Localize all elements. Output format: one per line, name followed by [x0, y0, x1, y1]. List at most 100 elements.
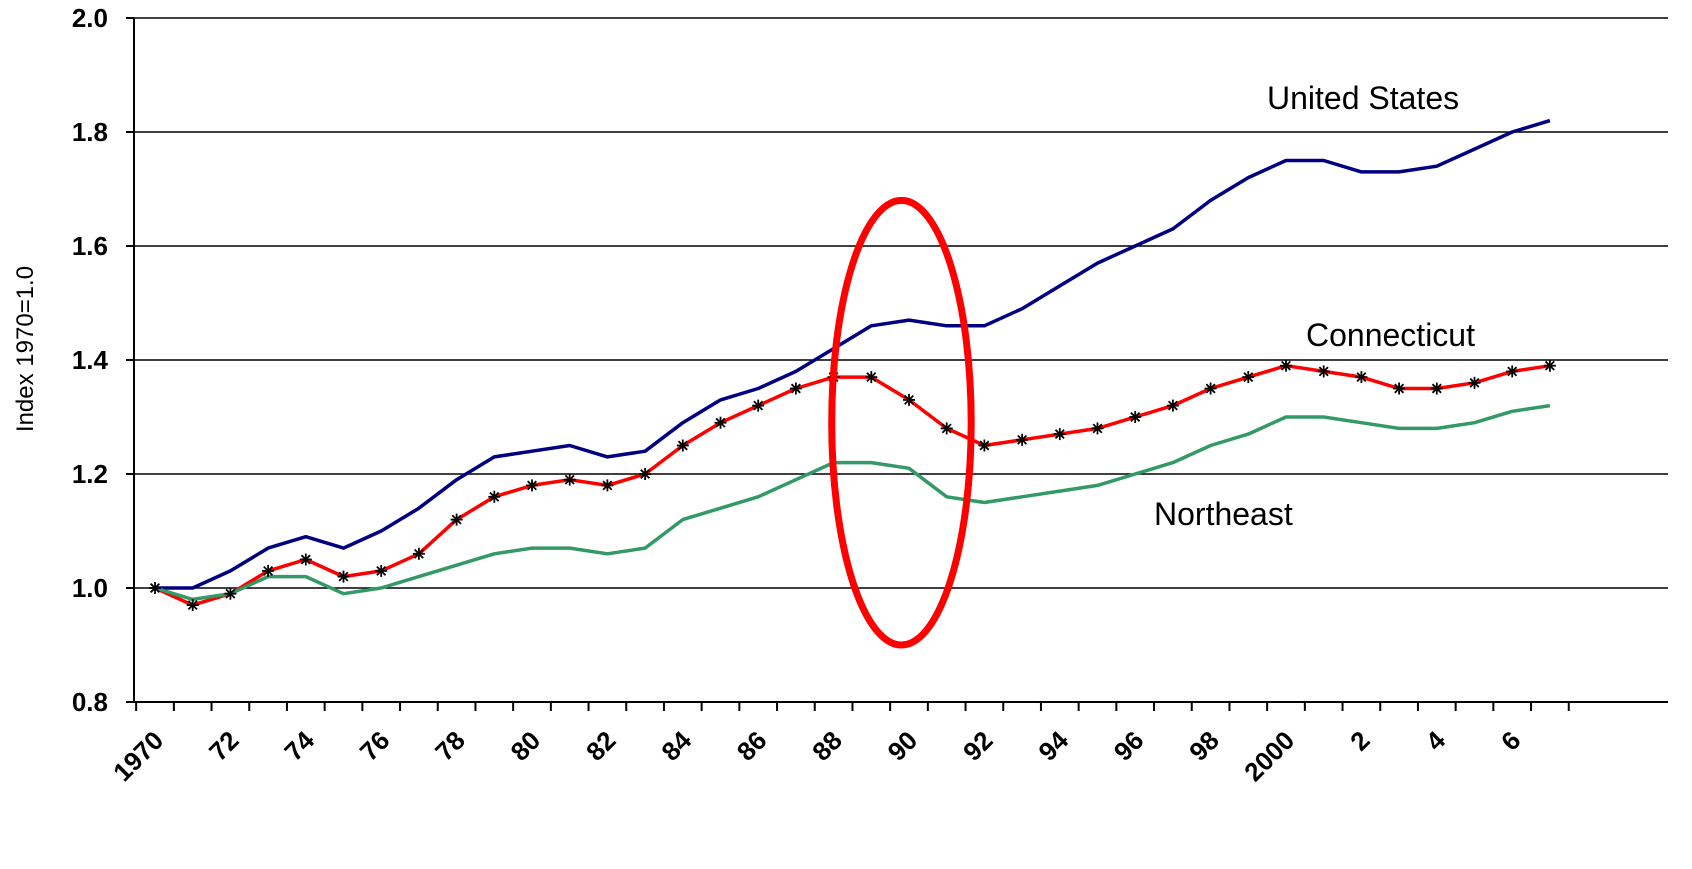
asterisk-marker [1430, 382, 1443, 395]
asterisk-stroke [1318, 366, 1329, 377]
asterisk-marker [1317, 365, 1330, 378]
highlight-ellipse [828, 196, 975, 649]
asterisk-marker [299, 553, 312, 566]
asterisk-stroke [1431, 383, 1442, 394]
asterisk-stroke [263, 565, 274, 576]
asterisk-stroke [300, 554, 311, 565]
asterisk-stroke [602, 480, 613, 491]
asterisk-stroke [1281, 360, 1291, 371]
asterisk-stroke [1356, 372, 1367, 383]
y-tick-label: 1.0 [72, 573, 108, 603]
x-tick-label: 72 [203, 725, 245, 767]
asterisk-marker [865, 371, 878, 384]
asterisk-marker [903, 393, 915, 406]
asterisk-marker [978, 439, 991, 452]
x-tick-label: 4 [1420, 725, 1452, 757]
asterisk-stroke [640, 469, 651, 479]
asterisk-stroke [413, 548, 424, 559]
series-labels: United States Connecticut Northeast [1154, 80, 1475, 532]
asterisk-stroke [564, 474, 575, 485]
annotations [828, 196, 975, 649]
asterisk-stroke [489, 491, 500, 502]
asterisk-marker [752, 399, 765, 412]
asterisk-marker [789, 382, 802, 395]
asterisk-stroke [1469, 377, 1480, 388]
x-tick-label: 2 [1344, 725, 1375, 756]
y-tick-label: 1.4 [72, 345, 109, 375]
x-tick-label: 84 [655, 725, 697, 767]
series-line-northeast [154, 403, 1551, 602]
x-tick-label: 96 [1108, 725, 1150, 767]
x-tick-label: 6 [1495, 725, 1526, 756]
asterisk-stroke [338, 571, 349, 582]
asterisk-stroke [1017, 434, 1028, 445]
asterisk-marker [1242, 371, 1255, 384]
x-tick-labels: 1970 72 74 76 78 80 82 84 86 88 90 92 94 96 98 2000 2 4 6 [107, 725, 1526, 787]
asterisk-marker [1468, 376, 1481, 389]
asterisk-stroke [715, 417, 726, 428]
asterisk-marker [639, 468, 652, 480]
asterisk-marker [224, 587, 237, 600]
asterisk-stroke [150, 583, 160, 593]
series-label-connecticut: Connecticut [1306, 317, 1475, 353]
asterisk-marker [563, 473, 576, 486]
asterisk-stroke [1243, 372, 1254, 383]
asterisk-stroke [225, 588, 236, 599]
series-line-connecticut [154, 363, 1551, 607]
x-tick-label: 92 [957, 725, 999, 767]
asterisk-marker [337, 570, 350, 583]
x-tick-label: 88 [806, 725, 848, 767]
asterisk-stroke [1054, 429, 1065, 440]
asterisk-marker [676, 439, 689, 452]
asterisk-marker [450, 513, 463, 526]
asterisk-stroke [527, 480, 537, 491]
asterisk-marker [1016, 433, 1029, 446]
x-tick-label: 1970 [107, 725, 169, 787]
asterisk-marker [1506, 365, 1519, 378]
series-line-united-states [155, 118, 1551, 590]
asterisk-marker [526, 479, 538, 492]
asterisk-marker [1091, 422, 1104, 435]
asterisk-stroke [753, 400, 764, 411]
asterisk-marker [601, 479, 614, 492]
asterisk-marker [375, 564, 388, 577]
y-tick-label: 0.8 [72, 687, 108, 717]
x-tick-label: 74 [278, 725, 320, 767]
series-markers [149, 359, 1556, 612]
x-tick-label: 80 [505, 725, 547, 767]
y-tick-labels: 0.8 1.0 1.2 1.4 1.6 1.8 2.0 [72, 3, 109, 717]
asterisk-stroke [1130, 412, 1141, 422]
asterisk-stroke [1092, 423, 1103, 434]
x-tick-label: 78 [429, 725, 471, 767]
y-tick-label: 1.2 [72, 459, 108, 489]
x-tick-label: 98 [1183, 725, 1225, 767]
x-tick-label: 90 [882, 725, 924, 767]
asterisk-marker [1393, 382, 1406, 395]
y-axis-label: Index 1970=1.0 [12, 266, 39, 432]
y-tick-label: 2.0 [72, 3, 108, 33]
asterisk-marker [186, 599, 199, 612]
grid-lines [134, 17, 1668, 589]
asterisk-marker [940, 422, 953, 435]
y-tick-label: 1.8 [72, 117, 108, 147]
y-tick-label: 1.6 [72, 231, 108, 261]
asterisk-marker [1543, 359, 1556, 372]
asterisk-marker [1166, 399, 1179, 412]
asterisk-marker [412, 547, 425, 560]
asterisk-stroke [941, 423, 952, 434]
asterisk-stroke [979, 440, 990, 451]
x-tick-label: 76 [354, 725, 396, 767]
series-lines [154, 118, 1551, 607]
asterisk-stroke [790, 383, 801, 394]
asterisk-marker [488, 490, 501, 503]
asterisk-stroke [904, 394, 914, 405]
asterisk-marker [1053, 428, 1066, 441]
x-tick-label: 82 [580, 725, 622, 767]
asterisk-stroke [451, 514, 462, 525]
series-label-united-states: United States [1267, 80, 1459, 116]
asterisk-marker [1355, 371, 1368, 384]
asterisk-stroke [1544, 360, 1555, 371]
asterisk-stroke [187, 600, 198, 611]
